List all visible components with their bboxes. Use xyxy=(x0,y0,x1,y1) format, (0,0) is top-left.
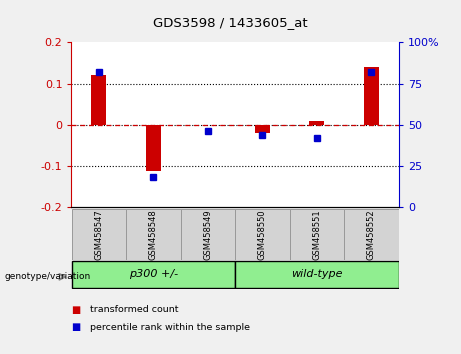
Text: GSM458552: GSM458552 xyxy=(367,209,376,260)
FancyBboxPatch shape xyxy=(126,209,181,260)
FancyBboxPatch shape xyxy=(181,209,235,260)
Text: p300 +/-: p300 +/- xyxy=(129,269,178,279)
Text: GSM458549: GSM458549 xyxy=(203,209,213,260)
FancyBboxPatch shape xyxy=(71,209,126,260)
Text: GSM458550: GSM458550 xyxy=(258,209,267,260)
Text: transformed count: transformed count xyxy=(90,305,178,314)
Bar xyxy=(364,67,379,125)
Text: GSM458548: GSM458548 xyxy=(149,209,158,260)
Text: GSM458551: GSM458551 xyxy=(313,209,321,260)
FancyBboxPatch shape xyxy=(344,209,399,260)
Text: ■: ■ xyxy=(71,305,81,315)
Text: wild-type: wild-type xyxy=(291,269,343,279)
Text: GDS3598 / 1433605_at: GDS3598 / 1433605_at xyxy=(153,16,308,29)
Bar xyxy=(309,121,325,125)
Bar xyxy=(255,125,270,133)
FancyBboxPatch shape xyxy=(71,261,235,288)
FancyBboxPatch shape xyxy=(235,261,399,288)
Text: GSM458547: GSM458547 xyxy=(94,209,103,260)
Bar xyxy=(91,75,106,125)
Text: ■: ■ xyxy=(71,322,81,332)
FancyBboxPatch shape xyxy=(235,209,290,260)
FancyBboxPatch shape xyxy=(290,209,344,260)
Text: percentile rank within the sample: percentile rank within the sample xyxy=(90,323,250,332)
Text: genotype/variation: genotype/variation xyxy=(5,272,91,281)
Bar xyxy=(146,125,161,171)
